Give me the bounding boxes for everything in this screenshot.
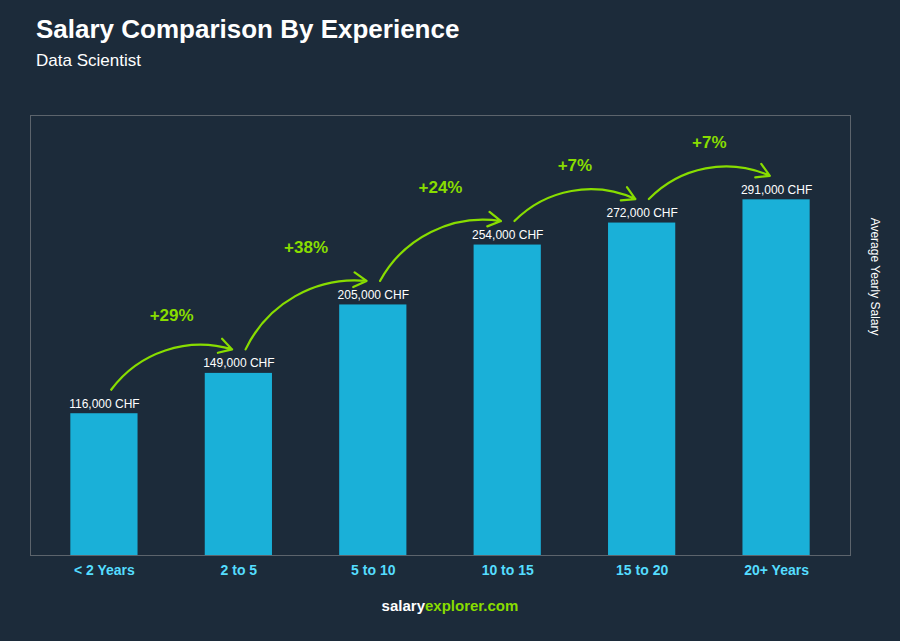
svg-text:15 to 20: 15 to 20 [616, 562, 668, 578]
svg-text:+38%: +38% [284, 238, 328, 257]
svg-text:2 to 5: 2 to 5 [221, 562, 258, 578]
svg-text:254,000 CHF: 254,000 CHF [472, 228, 543, 242]
svg-text:10 to 15: 10 to 15 [482, 562, 534, 578]
svg-text:+7%: +7% [692, 133, 727, 152]
html-text:Salary Comparison By Experienc: Salary Comparison By Experience [36, 14, 460, 44]
html-text:Data Scientist: Data Scientist [36, 51, 141, 70]
svg-text:291,000 CHF: 291,000 CHF [741, 183, 812, 197]
svg-text:116,000 CHF: 116,000 CHF [69, 397, 139, 411]
svg-text:+29%: +29% [150, 306, 194, 325]
svg-text:< 2 Years: < 2 Years [74, 562, 135, 578]
svg-text:Average Yearly Salary: Average Yearly Salary [868, 218, 882, 336]
svg-text:20+ Years: 20+ Years [744, 562, 809, 578]
svg-text:272,000 CHF: 272,000 CHF [606, 206, 677, 220]
svg-text:+24%: +24% [419, 178, 463, 197]
svg-text:5 to 10: 5 to 10 [351, 562, 396, 578]
svg-text:149,000 CHF: 149,000 CHF [203, 356, 274, 370]
svg-text:205,000 CHF: 205,000 CHF [338, 288, 409, 302]
html-text:salary explorer.com: salary explorer.com [381, 597, 519, 614]
svg-text:+7%: +7% [558, 156, 593, 175]
